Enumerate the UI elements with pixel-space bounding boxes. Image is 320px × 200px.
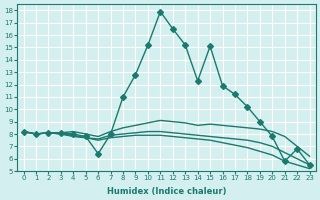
- X-axis label: Humidex (Indice chaleur): Humidex (Indice chaleur): [107, 187, 226, 196]
